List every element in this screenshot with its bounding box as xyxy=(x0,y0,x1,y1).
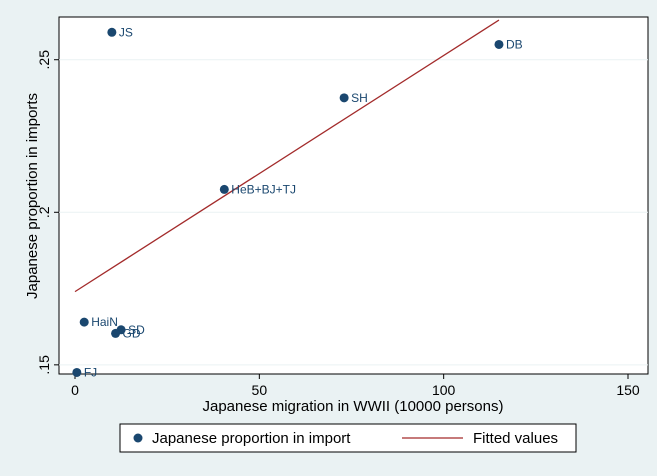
x-tick-label: 150 xyxy=(616,382,640,398)
data-point-js xyxy=(107,27,117,37)
point-label: GD xyxy=(123,326,141,340)
point-label: JS xyxy=(119,25,133,39)
x-tick-label: 100 xyxy=(432,382,456,398)
plot-area xyxy=(58,16,649,375)
y-tick-label: .25 xyxy=(36,50,52,70)
legend-marker-points xyxy=(133,433,143,443)
y-tick-label: .2 xyxy=(36,206,52,218)
point-label: SD xyxy=(128,323,145,337)
legend: Japanese proportion in import Fitted val… xyxy=(119,423,577,453)
data-point-sh xyxy=(339,93,349,103)
grid-lines xyxy=(59,59,648,366)
legend-label-fitted: Fitted values xyxy=(473,430,558,447)
fitted-line-layer xyxy=(74,19,500,293)
point-label: FJ xyxy=(84,365,97,379)
y-tick-label: .15 xyxy=(36,355,52,375)
point-label: HeB+BJ+TJ xyxy=(231,182,296,196)
fitted-line xyxy=(74,19,500,293)
x-tick-label: 0 xyxy=(71,382,79,398)
point-label: SH xyxy=(351,91,368,105)
data-point-hain xyxy=(79,317,89,327)
legend-box xyxy=(119,423,577,453)
point-label: HaiN xyxy=(91,315,118,329)
x-axis-label: Japanese migration in WWII (10000 person… xyxy=(203,398,504,415)
y-axis-label: Japanese proportion in imports xyxy=(24,93,41,299)
point-label: DB xyxy=(506,37,523,51)
legend-label-points: Japanese proportion in import xyxy=(152,430,351,447)
axes: .15 .2 .25 0 50 100 150 xyxy=(36,50,640,398)
data-point-heb-bj-tj xyxy=(219,184,229,194)
data-point-gd xyxy=(111,328,121,338)
x-tick-label: 50 xyxy=(252,382,268,398)
data-point-db xyxy=(494,39,504,49)
data-point-fj xyxy=(72,367,82,377)
